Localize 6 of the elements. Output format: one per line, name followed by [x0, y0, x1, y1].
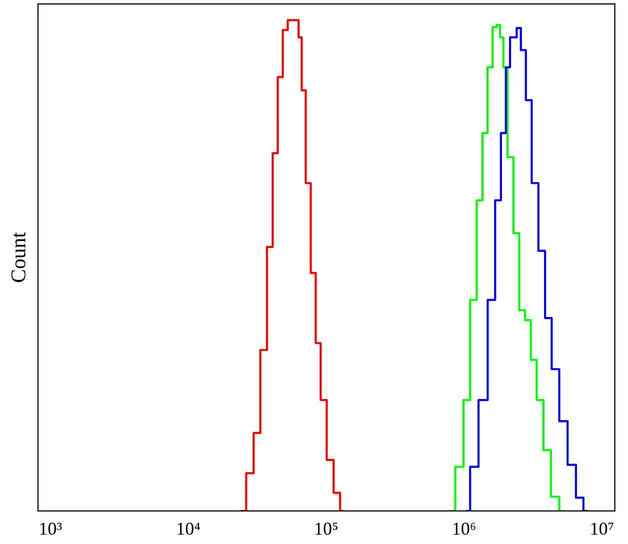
x-tick-label: 10⁷	[591, 522, 614, 535]
y-axis-title: Count	[11, 232, 26, 282]
x-tick-label: 10⁵	[316, 522, 338, 535]
x-tick-label: 10⁴	[178, 522, 200, 535]
x-tick-label: 10⁶	[453, 522, 476, 535]
x-tick-label: 10³	[40, 522, 62, 535]
